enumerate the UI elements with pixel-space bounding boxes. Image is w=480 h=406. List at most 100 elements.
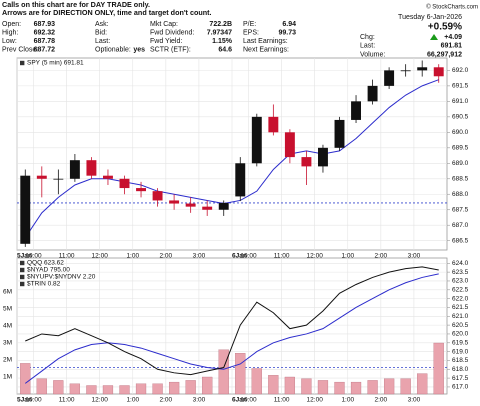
y-tick-label: 622.5 bbox=[452, 287, 469, 294]
x-tick-label: 2:00 bbox=[375, 397, 388, 404]
y-tick-label: 619.0 bbox=[452, 348, 469, 355]
candle-body bbox=[103, 175, 113, 179]
copyright: © StockCharts.com bbox=[426, 4, 478, 11]
volume-bar bbox=[218, 349, 229, 395]
y-tick-label: 619.5 bbox=[452, 339, 469, 346]
y-tick-label: 623.5 bbox=[452, 269, 469, 276]
quote-label: High: bbox=[2, 29, 18, 36]
y-tick-label: 620.0 bbox=[452, 331, 469, 338]
x-tick-label: 11:00 bbox=[59, 397, 75, 404]
y2-tick-label: 1M bbox=[3, 374, 12, 381]
y-tick-label: 620.5 bbox=[452, 322, 469, 329]
quote-label: Last Earnings: bbox=[243, 38, 288, 45]
series-line bbox=[25, 266, 439, 376]
volume-bar bbox=[185, 380, 196, 395]
x-tick-label: 10:00 bbox=[25, 253, 42, 260]
x-tick-label: 1:00 bbox=[341, 253, 354, 260]
x-tick-label: 12:00 bbox=[92, 397, 109, 404]
summary-label: Last: bbox=[360, 43, 375, 50]
volume-bar bbox=[433, 342, 444, 395]
volume-bar bbox=[284, 376, 295, 395]
summary-value: +4.09 bbox=[444, 34, 462, 41]
notice-line: Calls on this chart are for DAY TRADE on… bbox=[2, 0, 150, 9]
quote-label: Last: bbox=[95, 38, 110, 45]
volume-bar bbox=[53, 380, 64, 395]
x-tick-label: 6Jan bbox=[232, 253, 247, 260]
volume-bar bbox=[135, 383, 147, 395]
candle-body bbox=[218, 202, 229, 210]
candle-body bbox=[417, 67, 428, 71]
candle-body bbox=[69, 160, 80, 179]
candle-body bbox=[284, 132, 295, 158]
candle-body bbox=[301, 157, 312, 167]
y-tick-label: 691.5 bbox=[452, 83, 469, 90]
notice-line: Arrows are for DIRECTION ONLY, time and … bbox=[2, 8, 212, 17]
quote-value: 7.97347 bbox=[207, 29, 232, 36]
legend-label: $NYUPV:$NYDNV 2.20 bbox=[27, 274, 96, 281]
summary-value: 691.81 bbox=[441, 43, 463, 50]
y2-tick-label: 2M bbox=[3, 357, 12, 364]
volume-bar bbox=[102, 385, 114, 395]
quote-value: 6.94 bbox=[282, 21, 296, 28]
volume-bar bbox=[152, 383, 163, 395]
y-tick-label: 690.0 bbox=[452, 129, 469, 136]
y-tick-label: 686.5 bbox=[452, 237, 469, 244]
up-arrow-icon bbox=[430, 34, 438, 40]
x-tick-label: 1:00 bbox=[126, 253, 139, 260]
quote-label: Open: bbox=[2, 21, 21, 28]
quote-label: Low: bbox=[2, 38, 17, 45]
y-tick-label: 618.5 bbox=[452, 357, 469, 364]
candle-body bbox=[53, 178, 64, 180]
volume-bar bbox=[86, 385, 97, 395]
x-tick-label: 12:00 bbox=[92, 253, 109, 260]
volume-bar bbox=[119, 385, 130, 395]
candle-body bbox=[268, 116, 279, 133]
y-tick-label: 623.0 bbox=[452, 278, 469, 285]
x-tick-label: 10:00 bbox=[240, 253, 257, 260]
volume-bar bbox=[36, 378, 47, 395]
volume-bar bbox=[235, 353, 246, 395]
candle-body bbox=[433, 67, 444, 77]
x-tick-label: 10:00 bbox=[240, 397, 257, 404]
candle-body bbox=[169, 200, 180, 204]
volume-bar bbox=[268, 375, 279, 395]
volume-bar bbox=[69, 383, 80, 395]
quote-label: Fwd Yield: bbox=[150, 38, 182, 45]
y-tick-label: 691.0 bbox=[452, 98, 469, 105]
legend-label: $TRIN 0.82 bbox=[27, 281, 61, 288]
quote-date: Tuesday 6-Jan-2026 bbox=[398, 14, 462, 21]
series-line bbox=[24, 273, 439, 384]
quote-label: Next Earnings: bbox=[243, 47, 289, 54]
candle-body bbox=[235, 163, 246, 197]
x-tick-label: 1:00 bbox=[126, 397, 139, 404]
y-tick-label: 689.5 bbox=[452, 145, 469, 152]
summary-label: Volume: bbox=[360, 51, 385, 58]
volume-bar bbox=[334, 381, 345, 395]
quote-value: 687.78 bbox=[34, 38, 56, 45]
y-tick-label: 690.5 bbox=[452, 114, 469, 121]
quote-value: 687.72 bbox=[34, 47, 56, 54]
volume-bar bbox=[400, 378, 411, 395]
y-tick-label: 622.0 bbox=[452, 295, 469, 302]
quote-label: Mkt Cap: bbox=[150, 21, 178, 28]
y-tick-label: 688.5 bbox=[452, 175, 469, 182]
change-percent: +0.59% bbox=[428, 22, 462, 33]
candle-body bbox=[367, 85, 378, 102]
x-tick-label: 5Jan bbox=[17, 397, 32, 404]
y-tick-label: 621.5 bbox=[452, 304, 469, 311]
x-tick-label: 11:00 bbox=[274, 253, 290, 260]
quote-label: Optionable: bbox=[95, 47, 131, 54]
x-tick-label: 1:00 bbox=[341, 397, 354, 404]
series-line bbox=[24, 79, 439, 238]
candle-body bbox=[202, 206, 213, 210]
x-tick-label: 3:00 bbox=[408, 397, 421, 404]
volume-bar bbox=[202, 376, 213, 395]
y-tick-label: 617.0 bbox=[452, 384, 469, 391]
y2-tick-label: 3M bbox=[3, 340, 12, 347]
quote-label: Fwd Dividend: bbox=[150, 29, 194, 36]
quote-value: 687.93 bbox=[34, 21, 56, 28]
x-tick-label: 2:00 bbox=[160, 397, 173, 404]
candle-body bbox=[351, 101, 361, 120]
